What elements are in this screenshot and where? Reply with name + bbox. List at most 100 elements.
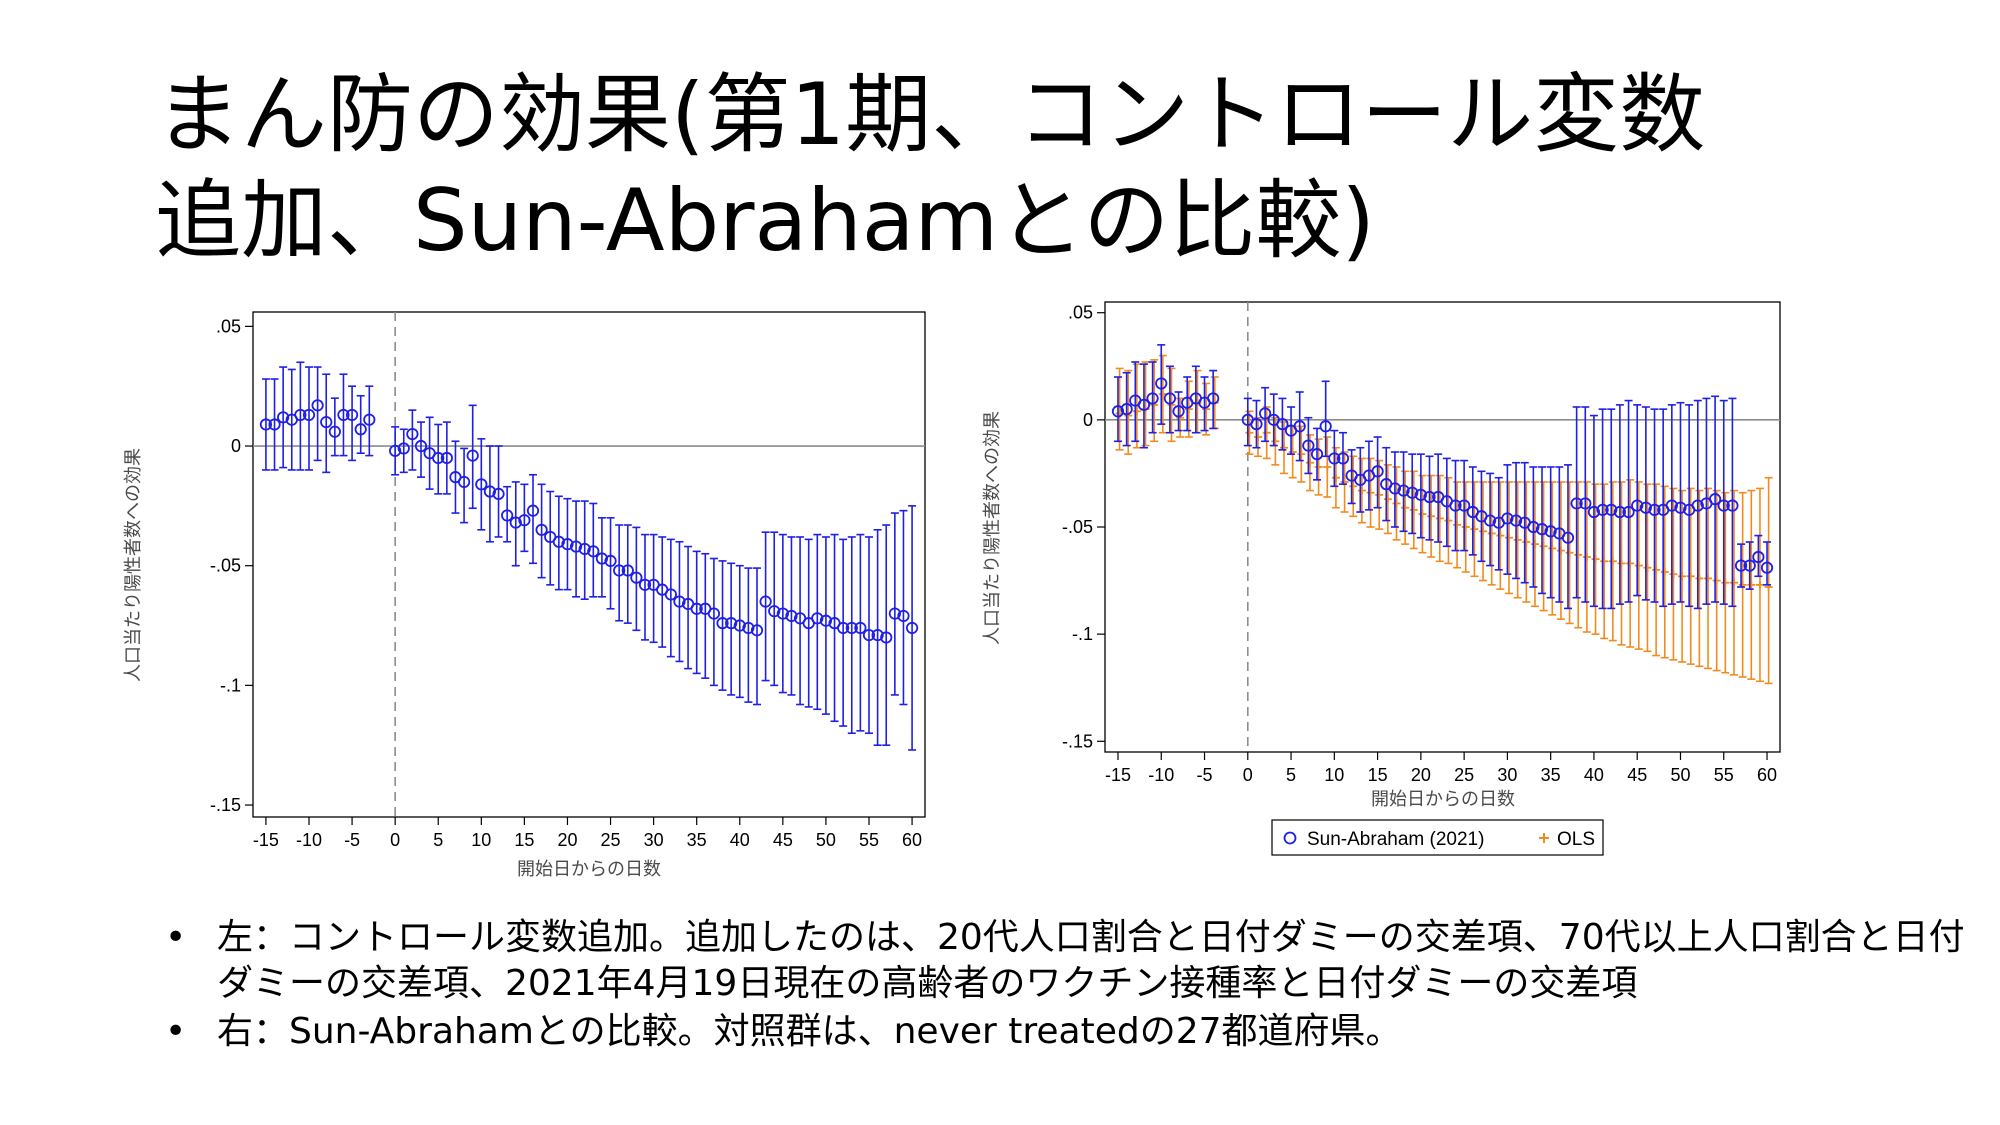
error-bar (675, 540, 684, 663)
error-bar (770, 531, 779, 687)
error-bar (1157, 344, 1166, 425)
point-marker (345, 408, 359, 422)
y-axis-ticks: .05 0 -.05 -.1 -.15 (210, 316, 253, 815)
point-marker (1605, 503, 1618, 516)
y-tick-label: .05 (1068, 303, 1093, 323)
error-bar (623, 524, 632, 624)
point-marker (776, 607, 789, 620)
legend: Sun-Abraham (2021) OLS (1271, 819, 1604, 856)
series-layer (1111, 344, 1774, 685)
point-marker (1397, 484, 1410, 497)
reference-lines (253, 312, 925, 817)
point-marker (1167, 400, 1176, 409)
legend-ols-label: OLS (1557, 829, 1595, 850)
point-marker (1708, 493, 1722, 506)
x-axis-title: 開始日からの日数 (517, 859, 661, 879)
error-bar (1139, 363, 1148, 449)
error-bar (1115, 367, 1124, 451)
error-bar (615, 524, 624, 622)
point-marker (1596, 503, 1609, 516)
error-bar (1615, 404, 1624, 605)
point-marker (311, 399, 324, 412)
point-marker (862, 629, 876, 642)
point-marker (1726, 499, 1739, 512)
point-marker (1505, 533, 1514, 542)
error-bar (597, 517, 606, 598)
error-bar (1141, 361, 1150, 447)
error-bar (1667, 404, 1676, 605)
error-bar (580, 500, 589, 601)
x-tick-label: 35 (687, 830, 707, 850)
error-bar (709, 557, 718, 687)
point-marker (725, 617, 738, 630)
point-marker (389, 444, 402, 457)
y-tick-label: 0 (231, 436, 241, 456)
point-marker (1496, 531, 1505, 540)
x-tick-label: 15 (514, 830, 534, 850)
error-bar (1503, 464, 1512, 575)
point-marker (1137, 398, 1151, 411)
legend-ols-marker (1539, 833, 1549, 843)
error-bar (399, 428, 408, 474)
point-marker (1760, 561, 1774, 574)
point-marker (1548, 544, 1557, 553)
point-marker (604, 554, 617, 568)
error-bar (1468, 466, 1477, 556)
x-tick-label: 20 (1411, 765, 1431, 785)
error-bar (778, 533, 787, 694)
point-marker (1660, 568, 1669, 576)
point-marker (354, 423, 367, 436)
error-bar (1745, 541, 1754, 590)
point-marker (1634, 561, 1643, 570)
x-tick-label: -15 (253, 830, 279, 850)
error-bar (658, 536, 667, 648)
point-marker (1245, 428, 1254, 437)
y-tick-label: -.1 (220, 675, 241, 695)
error-bar (434, 423, 443, 495)
point-marker (328, 425, 341, 438)
point-marker (750, 624, 764, 637)
error-bar (1338, 431, 1347, 485)
point-marker (1752, 550, 1765, 564)
point-marker (1613, 505, 1627, 519)
error-bar (606, 517, 615, 610)
error-bar (908, 505, 917, 751)
error-bar (1711, 395, 1720, 603)
error-bar (1416, 453, 1425, 539)
error-bar (1364, 440, 1373, 511)
error-bar (270, 378, 279, 471)
point-marker (1375, 490, 1384, 499)
x-tick-label: 45 (773, 830, 793, 850)
error-bar (537, 483, 546, 579)
error-bar (563, 497, 572, 591)
error-bar (666, 538, 675, 658)
error-bar (1685, 404, 1694, 608)
point-marker (1631, 499, 1644, 512)
x-tick-label: 25 (601, 830, 621, 850)
point-marker (845, 621, 858, 635)
point-marker (1314, 463, 1323, 471)
point-marker (1674, 501, 1687, 514)
error-bar (744, 567, 753, 703)
error-bar (1382, 446, 1391, 522)
point-marker (1388, 482, 1402, 495)
error-bar (882, 524, 891, 746)
point-marker (509, 516, 522, 529)
error-bar (796, 536, 805, 706)
error-bar (1150, 359, 1159, 443)
error-bar (865, 536, 873, 735)
point-marker (664, 588, 677, 601)
point-marker (837, 621, 850, 635)
point-marker (1665, 499, 1678, 512)
x-tick-label: 5 (433, 830, 443, 850)
y-tick-label: -.05 (1062, 517, 1093, 537)
error-bar (890, 512, 899, 696)
point-marker (1717, 499, 1730, 512)
error-bar (1434, 453, 1443, 543)
point-marker (768, 605, 781, 618)
error-bar (1261, 386, 1270, 443)
point-marker (1527, 520, 1540, 534)
error-bar (520, 483, 529, 553)
point-marker (1561, 531, 1575, 544)
point-marker (1743, 559, 1756, 572)
